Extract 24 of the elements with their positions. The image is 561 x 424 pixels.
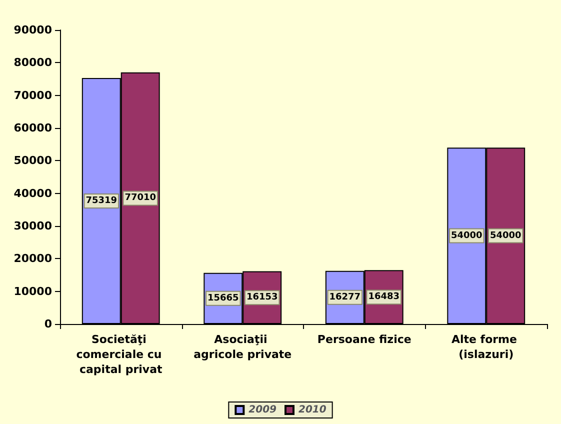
y-tick-label: 20000 xyxy=(14,252,52,266)
x-tick-label: Persoane fizice xyxy=(317,333,412,346)
data-label: 77010 xyxy=(124,193,156,204)
y-tick-label: 90000 xyxy=(14,24,52,36)
data-label: 16277 xyxy=(329,292,361,302)
data-label: 54000 xyxy=(450,230,482,241)
y-tick-label: 80000 xyxy=(14,56,52,70)
y-tick-label: 50000 xyxy=(14,154,52,168)
y-tick-label: 30000 xyxy=(14,220,52,232)
x-tick-label: Societăţi comerciale cu capital privat xyxy=(76,333,166,376)
y-tick-label: 40000 xyxy=(14,186,52,200)
data-label: 15665 xyxy=(207,293,239,304)
x-tick-label: Alte forme (islazuri) xyxy=(451,333,521,361)
data-label: 16483 xyxy=(368,292,400,302)
y-tick-label: 60000 xyxy=(14,122,52,134)
x-tick-label: Asociaţii agricole private xyxy=(194,333,292,361)
y-tick-label: 70000 xyxy=(14,88,52,102)
y-tick-label: 10000 xyxy=(14,284,52,298)
data-label: 54000 xyxy=(490,230,522,241)
legend-label: 2010 xyxy=(298,404,326,416)
data-label: 16153 xyxy=(246,292,278,303)
legend-label: 2009 xyxy=(248,404,277,416)
y-tick-label: 0 xyxy=(44,318,52,330)
data-label: 75319 xyxy=(86,196,118,206)
